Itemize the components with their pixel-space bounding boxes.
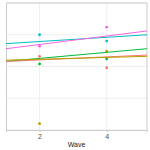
- plot: 24: [6, 3, 148, 140]
- point: [38, 33, 41, 36]
- x-tick: 2: [38, 130, 42, 140]
- point: [38, 122, 41, 125]
- fit-line: [6, 56, 147, 60]
- point: [105, 26, 108, 29]
- x-axis-line: [7, 131, 148, 133]
- x-tick: 4: [105, 130, 109, 140]
- x-tick-label: 4: [105, 133, 109, 140]
- point: [105, 40, 108, 43]
- point: [38, 45, 41, 48]
- point: [38, 63, 41, 66]
- frame: [147, 3, 148, 130]
- point: [105, 50, 108, 53]
- x-tick-label: 2: [38, 133, 42, 140]
- grid-line: [6, 34, 147, 35]
- y-axis: [6, 4, 8, 131]
- x-axis: 24: [7, 130, 148, 140]
- fit-line: [6, 31, 147, 49]
- x-tick-mark: [107, 130, 108, 132]
- grid-line: [6, 66, 147, 67]
- y-axis-line: [6, 4, 7, 131]
- x-axis-title: Wave: [68, 141, 86, 148]
- frame: [6, 3, 147, 4]
- fit-line: [6, 35, 147, 44]
- grid-line: [6, 3, 147, 4]
- grid: [6, 3, 147, 130]
- chart: 24Wave: [0, 0, 150, 150]
- grid-line: [39, 3, 40, 130]
- grid-line: [6, 98, 147, 99]
- x-tick-mark: [40, 130, 41, 132]
- point: [38, 55, 41, 58]
- fit-line: [6, 49, 147, 62]
- grid-line: [106, 3, 107, 130]
- fit-line: [6, 55, 147, 61]
- point: [105, 66, 108, 69]
- marks: [6, 26, 147, 125]
